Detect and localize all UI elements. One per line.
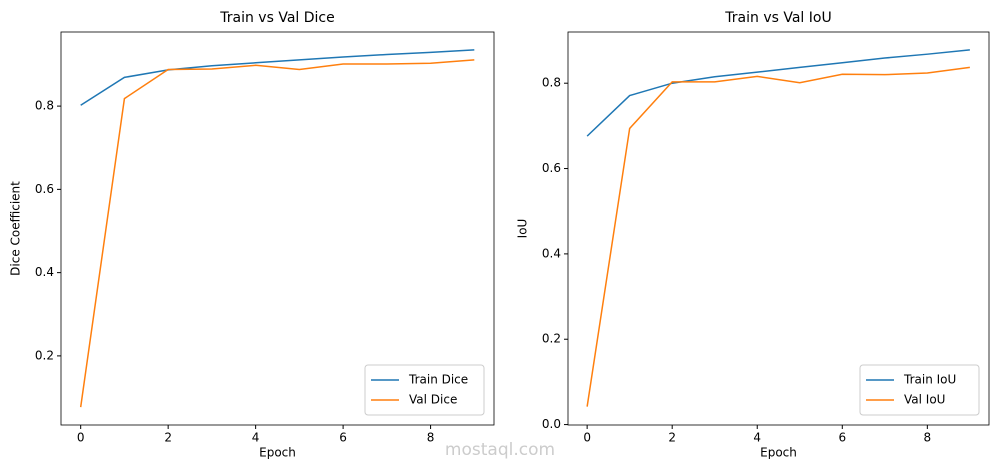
x-axis-label: Epoch bbox=[259, 446, 296, 460]
legend-box bbox=[364, 364, 485, 416]
line-series bbox=[586, 49, 970, 137]
legend-label: Train Dice bbox=[408, 373, 468, 387]
x-tick-label: 4 bbox=[252, 431, 260, 445]
x-tick-label: 2 bbox=[164, 431, 172, 445]
watermark: mostaql.com bbox=[445, 440, 555, 460]
line-series bbox=[586, 66, 970, 407]
y-tick-label: 0.2 bbox=[35, 348, 54, 362]
x-tick-label: 8 bbox=[427, 431, 435, 445]
y-tick-label: 0.6 bbox=[35, 182, 54, 196]
chart-title: Train vs Val IoU bbox=[724, 10, 831, 26]
axes-frame bbox=[60, 31, 495, 426]
y-tick-label: 0.8 bbox=[35, 99, 54, 113]
y-axis-label: IoU bbox=[516, 219, 530, 239]
y-tick-label: 0.4 bbox=[542, 246, 561, 260]
x-tick-label: 4 bbox=[753, 431, 761, 445]
y-tick-label: 0.8 bbox=[542, 76, 561, 90]
y-axis-label: Dice Coefficient bbox=[9, 181, 23, 276]
y-tick-label: 0.4 bbox=[35, 265, 54, 279]
y-tick-label: 0.0 bbox=[542, 417, 561, 431]
legend-box bbox=[859, 364, 980, 416]
legend-label: Val IoU bbox=[904, 393, 945, 407]
axes-frame bbox=[567, 31, 990, 426]
legend-label: Val Dice bbox=[409, 393, 457, 407]
x-tick-label: 0 bbox=[77, 431, 85, 445]
x-tick-label: 0 bbox=[583, 431, 591, 445]
y-tick-label: 0.6 bbox=[542, 161, 561, 175]
x-tick-label: 8 bbox=[924, 431, 932, 445]
x-axis-label: Epoch bbox=[760, 446, 797, 460]
y-tick-label: 0.2 bbox=[542, 332, 561, 346]
x-tick-label: 6 bbox=[339, 431, 347, 445]
line-series bbox=[80, 49, 475, 106]
chart-title: Train vs Val Dice bbox=[219, 10, 334, 26]
line-series bbox=[79, 59, 475, 408]
legend-label: Train IoU bbox=[903, 373, 956, 387]
x-tick-label: 2 bbox=[668, 431, 676, 445]
x-tick-label: 6 bbox=[838, 431, 846, 445]
